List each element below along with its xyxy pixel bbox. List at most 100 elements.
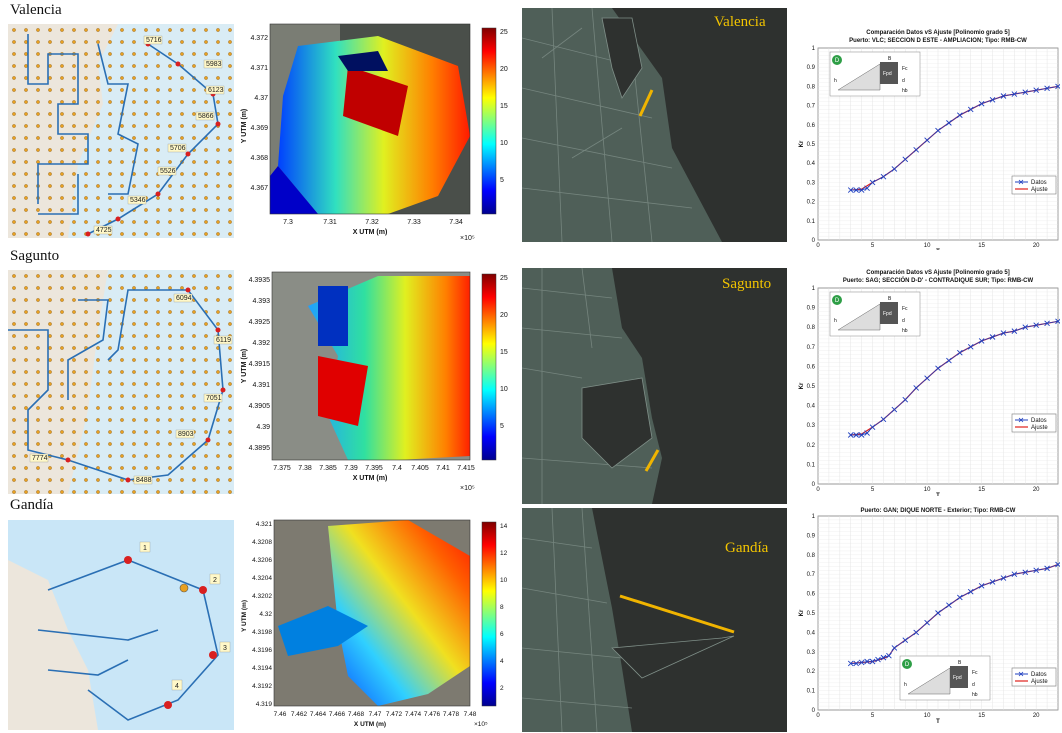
y-tick-label: 0.5 bbox=[807, 611, 816, 617]
map-label: 4 bbox=[175, 683, 179, 690]
y-axis-label: Kr bbox=[799, 140, 805, 147]
data-point-datos bbox=[853, 187, 859, 193]
legend-label-datos: Datos bbox=[1031, 180, 1047, 186]
schematic-label: hb bbox=[902, 328, 908, 334]
schematic-label: d bbox=[902, 78, 905, 84]
chart-subtitle: Puerto: SAG; SECCIÓN D-D' - CONTRADIQUE … bbox=[843, 276, 1034, 284]
x-tick: 7.31 bbox=[323, 219, 337, 226]
data-point-datos bbox=[913, 385, 920, 391]
y-tick-label: 0.4 bbox=[807, 161, 816, 167]
legend-marker-datos bbox=[1018, 417, 1024, 423]
colorbar-tick: 20 bbox=[500, 66, 508, 73]
y-tick: 4.32 bbox=[259, 611, 272, 618]
x-tick: 7.41 bbox=[436, 465, 450, 472]
data-point-datos bbox=[880, 416, 887, 423]
map-label: 5706 bbox=[170, 145, 186, 152]
data-point-datos bbox=[978, 338, 985, 344]
y-tick: 4.3915 bbox=[249, 361, 271, 368]
chart-subtitle: Puerto: VLC; SECCION D ESTE - AMPLIACION… bbox=[849, 38, 1027, 44]
series-line-datos bbox=[850, 564, 1059, 664]
y-tick-label: 0.9 bbox=[807, 306, 816, 312]
map-label: 5983 bbox=[206, 61, 222, 68]
x-tick: 7.48 bbox=[464, 711, 477, 718]
map-label: 6119 bbox=[216, 337, 231, 344]
city-label-sagunto: Sagunto bbox=[722, 276, 772, 292]
x-tick: 7.464 bbox=[310, 711, 327, 718]
schematic-label: hb bbox=[902, 88, 908, 94]
schematic-label: h bbox=[904, 682, 907, 688]
y-tick-label: 0.4 bbox=[807, 404, 816, 410]
x-tick: 7.395 bbox=[365, 465, 383, 472]
data-point-datos bbox=[1044, 565, 1050, 572]
legend-label-ajuste: Ajuste bbox=[1031, 187, 1048, 193]
data-point-datos bbox=[853, 432, 859, 438]
schematic-badge bbox=[832, 295, 842, 305]
x-tick-label: 5 bbox=[871, 487, 875, 493]
y-tick-label: 0.6 bbox=[807, 592, 816, 598]
y-tick: 4.367 bbox=[250, 185, 268, 192]
x-tick: 7.478 bbox=[443, 711, 460, 718]
map-label: 8488 bbox=[136, 477, 152, 484]
data-point-datos bbox=[989, 334, 996, 340]
legend-marker-datos bbox=[1018, 179, 1024, 185]
row-title-sagunto: Sagunto bbox=[10, 248, 60, 264]
y-tick-label: 0.7 bbox=[807, 345, 816, 351]
y-tick: 4.3202 bbox=[252, 593, 272, 600]
y-tick-label: 0.3 bbox=[807, 423, 816, 429]
data-point-datos bbox=[978, 100, 985, 107]
x-tick: 7.3 bbox=[283, 219, 293, 226]
chart-title: Comparación Datos vS Ajuste [Polinomio g… bbox=[866, 270, 1009, 276]
legend-marker-datos bbox=[1018, 671, 1024, 677]
data-point-datos bbox=[880, 173, 887, 180]
data-point-datos bbox=[935, 365, 941, 372]
x-tick-label: 20 bbox=[1033, 487, 1040, 493]
x-tick-label: 10 bbox=[924, 243, 931, 249]
data-point-datos bbox=[864, 430, 870, 436]
x-exponent: ×10⁵ bbox=[474, 721, 488, 728]
y-tick-label: 0.8 bbox=[807, 553, 816, 559]
x-tick-label: 15 bbox=[978, 713, 985, 719]
data-point-datos bbox=[869, 658, 876, 665]
y-tick-label: 0.6 bbox=[807, 364, 816, 370]
sagunto-grid-map: 6094 6119 7051 8903 7774 8488 bbox=[8, 270, 234, 494]
schematic-label: D bbox=[835, 298, 840, 304]
colorbar-tick: 6 bbox=[500, 631, 504, 638]
data-point-datos bbox=[1000, 330, 1007, 336]
y-axis-label: Y UTM (m) bbox=[241, 600, 248, 632]
data-point-datos bbox=[924, 619, 930, 626]
data-point-datos bbox=[902, 637, 909, 643]
x-exponent: ×10⁵ bbox=[460, 485, 475, 492]
y-tick-label: 0.2 bbox=[807, 200, 816, 206]
y-tick: 4.392 bbox=[252, 340, 270, 347]
data-point-datos bbox=[946, 357, 952, 364]
y-tick-label: 1 bbox=[812, 514, 816, 520]
data-point-datos bbox=[1033, 322, 1040, 329]
y-tick: 4.321 bbox=[256, 521, 273, 528]
y-tick: 4.371 bbox=[250, 65, 268, 72]
colorbar-tick: 25 bbox=[500, 29, 508, 36]
data-point-datos bbox=[891, 645, 898, 651]
colorbar-tick: 12 bbox=[500, 550, 508, 557]
data-point-datos bbox=[869, 424, 876, 430]
legend-label-datos: Datos bbox=[1031, 672, 1047, 678]
valencia-grid-map: 5716 5983 6123 5866 5706 5526 5346 4725 bbox=[8, 24, 234, 238]
x-tick-label: 0 bbox=[816, 487, 820, 493]
valencia-street-map: Valencia bbox=[522, 8, 787, 242]
x-axis-label: X UTM (m) bbox=[353, 475, 388, 482]
data-point-datos bbox=[880, 654, 887, 661]
x-exponent: ×10⁵ bbox=[460, 235, 475, 242]
schematic-label: B bbox=[958, 660, 962, 666]
x-tick: 7.468 bbox=[348, 711, 365, 718]
gandia-bathymetry-plot: 4.321 4.3208 4.3206 4.3204 4.3202 4.32 4… bbox=[238, 516, 518, 732]
colorbar-tick: 14 bbox=[500, 523, 508, 530]
x-tick: 7.32 bbox=[365, 219, 379, 226]
data-point-datos bbox=[1033, 87, 1040, 94]
data-point-datos bbox=[902, 396, 909, 403]
y-tick-label: 0.7 bbox=[807, 572, 816, 578]
map-label: 6094 bbox=[176, 295, 192, 302]
sagunto-street-map: Sagunto bbox=[522, 268, 787, 504]
y-tick: 4.3895 bbox=[249, 445, 271, 452]
y-tick: 4.368 bbox=[250, 155, 268, 162]
schematic-label: h bbox=[834, 78, 837, 84]
data-point-datos bbox=[1044, 320, 1050, 327]
